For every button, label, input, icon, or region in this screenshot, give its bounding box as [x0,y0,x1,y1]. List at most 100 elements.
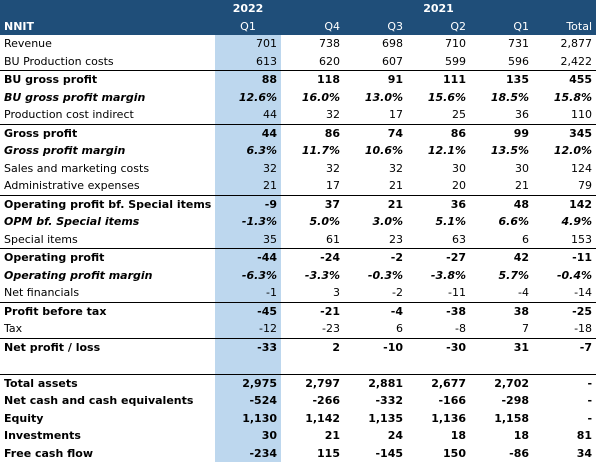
spacer-cell [344,356,407,374]
column-header-q1-2022: Q1 [215,17,281,35]
value-cell: -1 [215,284,281,302]
value-cell: -0.4% [556,268,593,282]
table-row: Operating profit bf. Special items -9 37 21… [0,194,596,213]
column-header-q4-2021: Q4 [281,17,344,35]
value-cell: 7 [522,322,529,335]
value-cell: 61 [326,232,340,246]
value-cell: 18 [513,429,529,442]
value-cell: 455 [533,70,596,89]
row-label: Operating profit margin [4,268,153,282]
value-cell: - [587,394,593,407]
row-label: BU Production costs [4,54,114,68]
spacer-cell [407,356,470,374]
value-cell: -25 [533,301,596,320]
value-cell: 607 [382,54,403,68]
value-cell: -3.8% [430,268,466,282]
value-cell: 135 [470,70,533,89]
value-cell: -33 [215,337,281,356]
header-quarter-row: NNIT Q1 Q4 Q3 Q2 Q1 Total [0,17,596,35]
value-cell: -44 [215,248,281,267]
value-cell: -30 [407,337,470,356]
table-row: Free cash flow -234 115 -145 150 -86 34 [0,444,596,462]
value-cell: 1,158 [494,411,529,425]
table-row: Production cost indirect 44 32 17 25 36 110 [0,106,596,124]
value-cell: 6.6% [498,215,529,228]
table-row: BU gross profit margin 12.6% 16.0% 13.0% 15.… [0,88,596,106]
value-cell: -23 [322,322,340,335]
value-cell: 32 [326,108,340,121]
row-label: Net cash and cash equivalents [4,394,194,407]
value-cell: -11 [448,286,466,299]
value-cell: 44 [215,123,281,142]
value-cell: 21 [324,429,340,442]
value-cell: -10 [344,337,407,356]
value-cell: - [533,373,596,392]
value-cell: 30 [452,161,466,175]
value-cell: -24 [281,248,344,267]
value-cell: -45 [215,301,281,320]
value-cell: 3.0% [372,215,403,228]
table-row: Tax -12 -23 6 -8 7 -18 [0,320,596,338]
value-cell: 2,975 [215,373,281,392]
value-cell: 48 [470,194,533,213]
value-cell: 2,797 [281,373,344,392]
value-cell: 118 [281,70,344,89]
value-cell: -0.3% [367,268,403,282]
value-cell: 18 [450,429,466,442]
value-cell: 30 [515,161,529,175]
value-cell: -14 [574,286,593,299]
value-cell: 110 [571,108,593,121]
value-cell: -524 [215,392,281,410]
value-cell: 12.6% [215,88,281,106]
spacer-cell [0,356,215,374]
value-cell: 1,136 [431,411,466,425]
value-cell: -1.3% [215,213,281,231]
table-row: Operating profit margin -6.3% -3.3% -0.3% -3… [0,266,596,284]
value-cell: -18 [574,322,593,335]
table-row: Gross profit margin 6.3% 11.7% 10.6% 12.1% 13… [0,142,596,160]
value-cell: 124 [571,161,593,175]
value-cell: 613 [215,52,281,71]
value-cell: 2,877 [560,37,593,50]
row-label: Operating profit bf. Special items [0,194,215,213]
value-cell: -21 [281,301,344,320]
value-cell: 10.6% [364,144,403,157]
table-row: Net cash and cash equivalents -524 -266 -33… [0,392,596,410]
value-cell: 1,130 [215,409,281,427]
column-header-q2-2021: Q2 [407,17,470,35]
value-cell: 44 [215,106,281,124]
value-cell: 153 [571,232,593,246]
value-cell: 15.6% [427,90,466,104]
value-cell: 13.0% [364,90,403,104]
value-cell: 111 [407,70,470,89]
spacer-cell [470,356,533,374]
value-cell: 710 [445,37,466,50]
value-cell: 32 [389,161,403,175]
row-label: Sales and marketing costs [4,161,150,175]
table-row: Special items 35 61 23 63 6 153 [0,230,596,249]
table-row: Net financials -1 3 -2 -11 -4 -14 [0,284,596,302]
table-row: Profit before tax -45 -21 -4 -38 38 -25 [0,301,596,320]
row-label: Net financials [4,286,80,299]
row-label: BU gross profit [0,70,215,89]
value-cell: 2,881 [344,373,407,392]
table-row: Net profit / loss -33 2 -10 -30 31 -7 [0,337,596,356]
value-cell: 698 [382,37,403,50]
value-cell: 17 [326,179,340,192]
table-row: Revenue 701 738 698 710 731 2,877 [0,35,596,53]
value-cell: -38 [407,301,470,320]
company-label: NNIT [0,17,215,35]
row-label: Operating profit [0,248,215,267]
value-cell: 15.8% [553,90,593,104]
value-cell: 36 [407,194,470,213]
value-cell: -3.3% [304,268,340,282]
value-cell: -86 [509,446,529,460]
value-cell: 599 [445,54,466,68]
value-cell: 24 [387,429,403,442]
value-cell: -332 [375,394,403,407]
spacer-row [0,356,596,374]
value-cell: - [587,411,593,425]
value-cell: 21 [515,179,529,192]
